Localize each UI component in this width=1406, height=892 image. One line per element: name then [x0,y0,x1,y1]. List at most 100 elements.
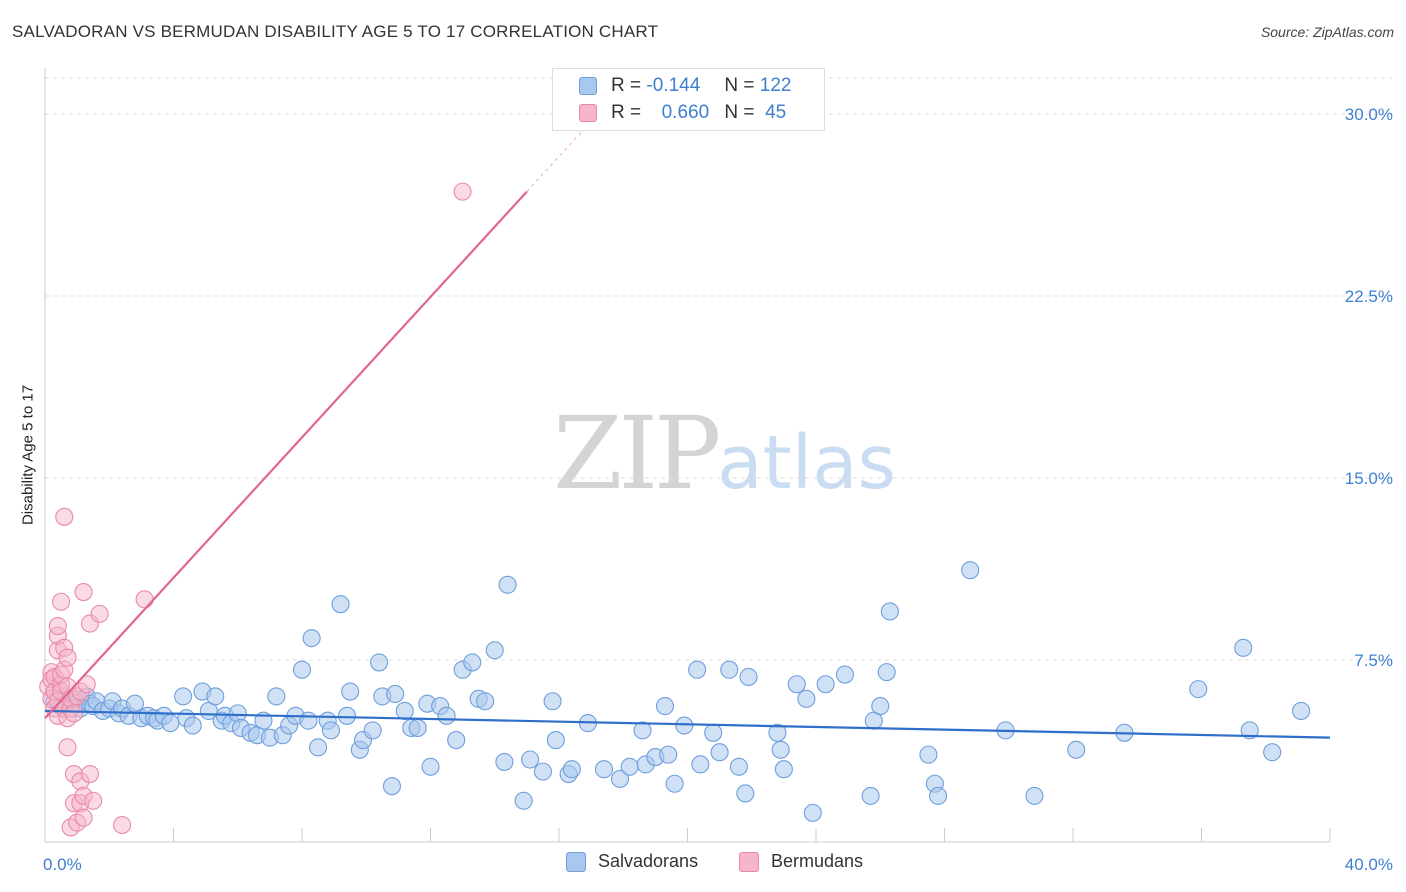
salvadoran-point [498,575,517,594]
salvadoran-point [161,714,180,733]
salvadoran-point [321,721,340,740]
legend-n-value: 45 [765,102,787,123]
salvadoran-point [370,653,389,672]
salvadoran-point [633,721,652,740]
bermudan-point [84,791,103,810]
salvadoran-point [1234,638,1253,657]
salvadoran-point [447,731,466,750]
salvadoran-point [861,786,880,805]
salvadoran-point [437,706,456,725]
salvadoran-point [521,750,540,769]
salvadoran-point [543,692,562,711]
salvadoran-point [302,629,321,648]
series-label: Bermudans [771,851,864,871]
salvadoran-point [659,745,678,764]
salvadoran-point [309,738,328,757]
salvadoran-point [386,684,405,704]
salvadoran-point [299,711,318,730]
salvadoran-point [835,665,854,684]
salvadoran-point [691,755,710,774]
bermudan-point [113,815,132,835]
salvadoran-point [929,786,948,805]
salvadoran-point [797,689,816,708]
salvadoran-point [704,723,723,742]
bermudan-point [74,582,93,602]
salvadoran-point [961,561,980,580]
series-legend-salvadorans[interactable]: Salvadorans [566,851,698,872]
salvadoran-point [382,777,402,796]
bermudan-point [52,592,71,611]
salvadoran-point [495,752,514,771]
salvadoran-point [1067,740,1086,759]
salvadoran-point [720,660,739,679]
salvadoran-point [877,663,896,682]
salvadoran-point [710,743,729,762]
salvadoran-point [919,745,938,764]
salvadoran-point [174,687,193,706]
salvadoran-point [485,641,504,660]
series-swatch-blue [566,851,586,872]
legend-swatch-blue [579,77,597,95]
bermudan-point [80,765,100,784]
salvadoran-point [514,791,533,810]
salvadoran-point [476,692,495,711]
legend-row-salvadorans: R = -0.144 N = 122 [579,73,791,99]
bermudan-point [90,604,109,623]
salvadoran-point [880,602,899,621]
salvadoran-point [292,660,312,679]
salvadoran-point [688,660,707,679]
salvadoran-point [463,653,482,672]
salvadoran-point [395,701,414,721]
bermudan-point [64,704,83,723]
salvadoran-point [1292,701,1311,721]
watermark-atlas: atlas [717,420,897,506]
salvadoran-point [768,723,787,742]
chart-title: SALVADORAN VS BERMUDAN DISABILITY AGE 5 … [12,22,659,41]
salvadoran-point [871,697,890,716]
salvadoran-point [533,762,552,781]
salvadoran-point [729,757,748,776]
series-legend: Salvadorans Bermudans [0,851,1406,879]
bermudan-point [55,507,74,526]
legend-r-value: 0.660 [661,102,710,123]
legend-r-label: R = [611,102,642,123]
y-tick-label: 7.5% [1354,651,1393,670]
correlation-legend: R = -0.144 N = 122 R = 0.660 N = 45 [552,68,825,131]
salvadoran-point [655,697,675,716]
legend-n-value: 122 [759,75,792,96]
x-tick-label: 40.0% [1345,855,1393,874]
salvadoran-point [331,595,350,614]
salvadoran-trendline [44,709,1331,739]
salvadoran-point [736,784,755,803]
series-swatch-pink [739,851,759,872]
legend-n-label: N = [724,102,755,123]
bermudan-point [135,590,154,609]
bermudan-point [77,675,96,694]
salvadoran-point [665,774,684,793]
salvadoran-point [803,803,822,822]
salvadoran-point [206,687,225,706]
salvadoran-point [421,757,440,776]
salvadoran-point [620,757,639,776]
bermudan-point [74,808,93,827]
y-tick-label: 30.0% [1345,105,1393,124]
bermudan-point [58,648,77,667]
legend-swatch-pink [579,104,597,122]
bermudan-point [48,616,67,636]
salvadoran-point [594,760,614,779]
salvadoran-point [1240,721,1259,740]
salvadoran-point [787,675,806,694]
salvadoran-point [675,716,694,735]
salvadoran-point [562,760,581,779]
series-legend-bermudans[interactable]: Bermudans [739,851,863,872]
watermark-zip: ZIP [553,395,721,512]
y-tick-label: 22.5% [1345,287,1393,306]
salvadoran-point [341,682,360,701]
bermudan-point [58,738,77,757]
salvadoran-point [546,731,565,750]
salvadoran-point [363,721,382,740]
source-credit: Source: ZipAtlas.com [1260,24,1394,40]
salvadoran-point [771,740,790,759]
x-tick-label: 0.0% [43,855,82,874]
y-tick-label: 15.0% [1345,469,1393,488]
